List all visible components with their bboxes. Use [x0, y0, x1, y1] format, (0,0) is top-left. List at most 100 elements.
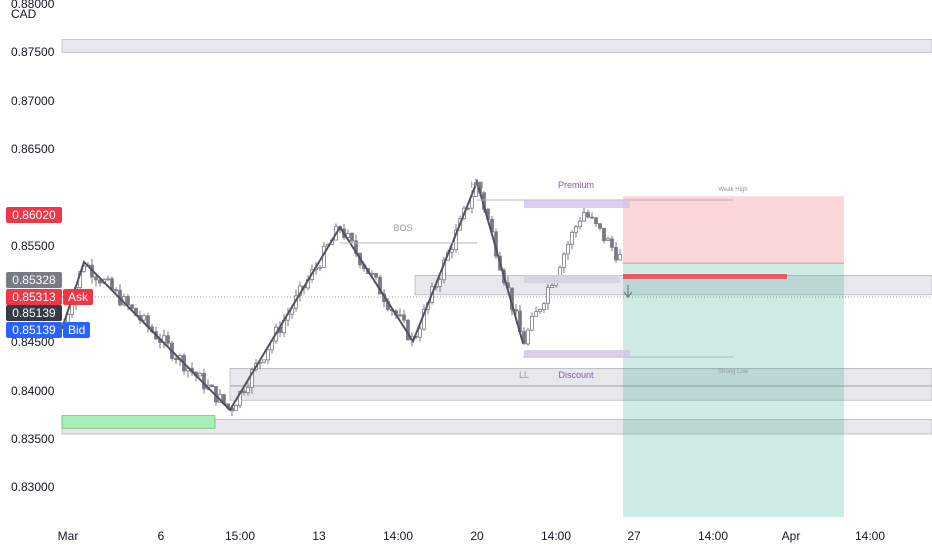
candle-body	[578, 220, 582, 228]
candle-body	[266, 349, 270, 361]
supply-demand-zone	[229, 386, 932, 401]
candle-body	[402, 314, 406, 321]
candle-body	[262, 359, 266, 363]
profit-zone	[623, 196, 844, 264]
x-tick-label: 15:00	[224, 529, 256, 543]
ask-label: Ask	[63, 289, 94, 305]
last-price-tag: 0.85328	[6, 272, 62, 288]
x-tick-label: Mar	[57, 529, 79, 543]
candle-body	[534, 311, 538, 317]
candle-body	[610, 238, 614, 248]
candle-body	[590, 216, 594, 219]
weak-high-label: Weak High	[718, 187, 747, 193]
y-tick-label: 0.83000	[11, 480, 55, 495]
equilibrium-zone	[524, 275, 620, 283]
candle-body	[598, 223, 602, 229]
candle-body	[246, 387, 250, 394]
candle-body	[438, 279, 442, 287]
candle-body	[234, 405, 238, 412]
bos-label: BOS	[393, 223, 412, 233]
strong-low-label: Strong Low	[718, 369, 749, 375]
candle-body	[346, 232, 350, 238]
y-tick-label: 0.84000	[11, 383, 55, 398]
y-tick-label: 0.87500	[11, 45, 55, 60]
candle-body	[98, 279, 102, 284]
candle-body	[142, 315, 146, 321]
premium-zone	[524, 200, 630, 208]
x-tick-label: 14:00	[697, 529, 729, 543]
candle-body	[606, 238, 610, 242]
candle-body	[586, 212, 590, 218]
candle-body	[174, 358, 178, 360]
ll-label: LL	[519, 370, 529, 380]
bid-price-tag: 0.85139	[6, 322, 62, 338]
candle-body	[198, 372, 202, 377]
x-tick-label: 6	[157, 529, 165, 543]
candle-body	[450, 249, 454, 253]
mid-price-tag: 0.85139	[6, 305, 62, 321]
candle-body	[318, 266, 322, 269]
candle-body	[618, 253, 622, 261]
candle-body	[514, 309, 518, 312]
bid-label: Bid	[63, 322, 91, 338]
hh-label: HH	[471, 180, 484, 190]
candle-body	[70, 304, 74, 315]
candle-body	[566, 244, 570, 255]
candle-body	[250, 369, 254, 388]
candle-body	[538, 309, 542, 313]
discount-zone	[524, 350, 630, 357]
candle-body	[374, 273, 378, 278]
candle-body	[242, 390, 246, 394]
supply-demand-zone	[229, 367, 932, 386]
market-structure-line	[61, 178, 524, 412]
candle-body	[126, 296, 130, 306]
candle-body	[526, 329, 530, 345]
y-tick-label: 0.83500	[11, 431, 55, 446]
x-tick-label: Apr	[781, 529, 801, 543]
entry-bar	[623, 274, 787, 279]
candle-body	[350, 232, 354, 242]
x-tick-label: 13	[312, 529, 326, 543]
candle-body	[166, 335, 170, 344]
candle-body	[418, 328, 422, 338]
candle-body	[130, 304, 134, 309]
x-tick-label: 14:00	[854, 529, 886, 543]
candle-body	[594, 217, 598, 225]
y-tick-label: 0.87000	[11, 93, 55, 108]
candle-body	[602, 227, 606, 242]
candle-body	[570, 231, 574, 245]
candle-body	[558, 267, 562, 277]
loss-zone	[623, 263, 844, 518]
candle-body	[530, 315, 534, 331]
premium-label: Premium	[558, 180, 594, 190]
candle-body	[582, 212, 586, 222]
candle-body	[542, 303, 546, 310]
x-tick-label: 14:00	[382, 529, 414, 543]
discount-label: Discount	[558, 370, 594, 380]
x-tick-label: 27	[627, 529, 641, 543]
ask-price-tag: 0.85313	[6, 289, 62, 305]
candle-body	[522, 331, 526, 345]
x-tick-label: 20	[470, 529, 484, 543]
candle-body	[114, 289, 118, 292]
target-price-tag: 0.86020	[6, 207, 62, 223]
candle-body	[94, 276, 98, 281]
candle-body	[574, 226, 578, 233]
y-tick-label: 0.85500	[11, 238, 55, 253]
y-tick-label: 0.86500	[11, 141, 55, 156]
y-tick-label: 0.88000	[11, 0, 55, 11]
candle-body	[614, 247, 618, 261]
candle-body	[562, 253, 566, 268]
candle-body	[210, 384, 214, 387]
supply-demand-zone	[61, 39, 932, 53]
demand-zone	[61, 415, 216, 429]
candle-body	[546, 287, 550, 305]
x-tick-label: 14:00	[540, 529, 572, 543]
candle-body	[550, 285, 554, 288]
candle-body	[106, 278, 110, 281]
currency-label: CAD	[11, 7, 37, 21]
arrow-head-icon	[623, 291, 633, 298]
y-tick-label: 0.84500	[11, 335, 55, 350]
candle-body	[398, 314, 402, 317]
